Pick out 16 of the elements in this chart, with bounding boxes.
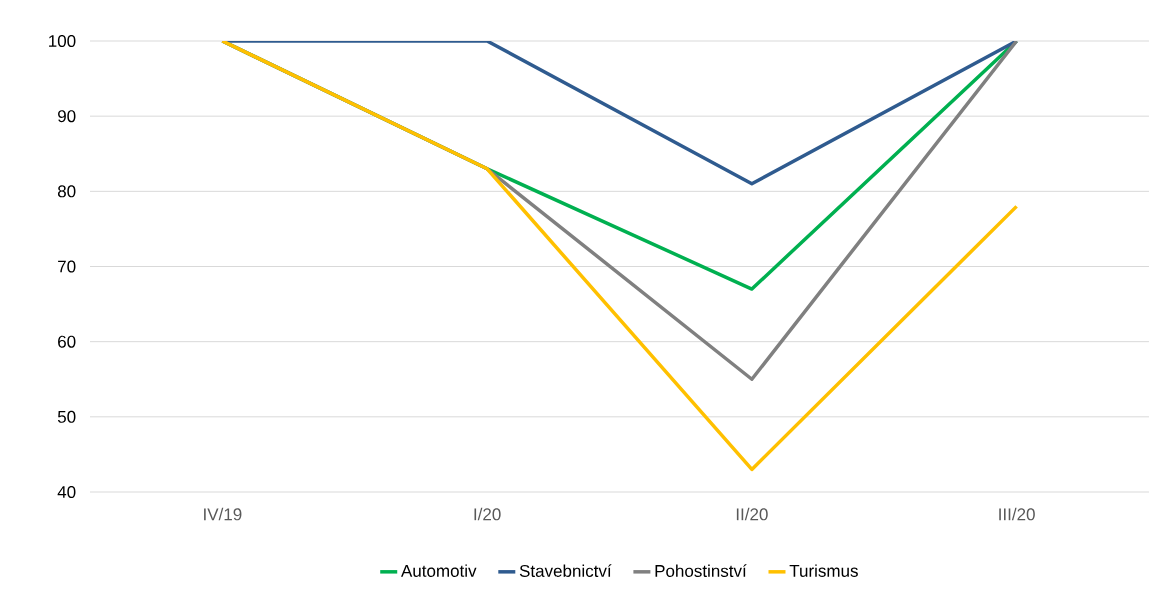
line-series	[220, 41, 1019, 472]
y-tick-label: 50	[57, 410, 76, 423]
y-tick-label: 60	[58, 335, 76, 348]
legend-label: Turismus	[789, 564, 858, 577]
y-tick-label: 100	[49, 34, 76, 48]
x-tick-label: IV/19	[204, 507, 242, 521]
legend-label: Automotiv	[401, 564, 477, 577]
y-tick-label: 90	[58, 110, 76, 123]
y-tick-label: 40	[57, 485, 76, 499]
legend-label: Pohostinství	[655, 564, 747, 577]
y-tick-label: 70	[58, 260, 76, 273]
x-tick-label: III/20	[999, 507, 1035, 521]
legend-label: Stavebnictví	[519, 564, 612, 577]
y-tick-label: 80	[57, 185, 76, 198]
x-tick-label: I/20	[474, 507, 501, 521]
x-tick-label: II/20	[736, 507, 768, 521]
